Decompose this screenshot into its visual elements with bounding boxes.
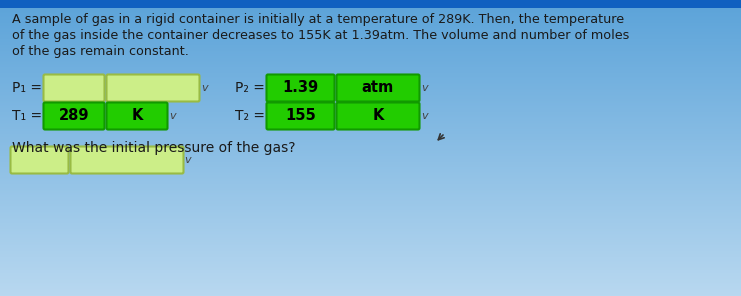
Text: What was the initial pressure of the gas?: What was the initial pressure of the gas…: [12, 141, 296, 155]
FancyBboxPatch shape: [44, 102, 104, 130]
Text: 155: 155: [285, 109, 316, 123]
Text: atm: atm: [362, 81, 394, 96]
Text: P₂ =: P₂ =: [235, 81, 265, 95]
Text: P₁ =: P₁ =: [12, 81, 42, 95]
Text: T₂ =: T₂ =: [235, 109, 265, 123]
Text: K: K: [131, 109, 143, 123]
Text: v: v: [170, 111, 176, 121]
FancyBboxPatch shape: [267, 102, 334, 130]
FancyBboxPatch shape: [336, 75, 419, 102]
FancyBboxPatch shape: [44, 75, 104, 102]
FancyBboxPatch shape: [336, 102, 419, 130]
Text: v: v: [422, 111, 428, 121]
FancyBboxPatch shape: [10, 147, 68, 173]
Text: of the gas remain constant.: of the gas remain constant.: [12, 45, 189, 58]
Text: v: v: [202, 83, 208, 93]
Text: v: v: [422, 83, 428, 93]
FancyBboxPatch shape: [267, 75, 334, 102]
Text: 289: 289: [59, 109, 89, 123]
Text: T₁ =: T₁ =: [12, 109, 42, 123]
Text: v: v: [185, 155, 191, 165]
FancyBboxPatch shape: [107, 102, 167, 130]
Text: of the gas inside the container decreases to 155K at 1.39atm. The volume and num: of the gas inside the container decrease…: [12, 29, 629, 42]
Text: 1.39: 1.39: [282, 81, 319, 96]
FancyBboxPatch shape: [70, 147, 184, 173]
Text: A sample of gas in a rigid container is initially at a temperature of 289K. Then: A sample of gas in a rigid container is …: [12, 13, 624, 26]
Text: K: K: [372, 109, 384, 123]
FancyBboxPatch shape: [107, 75, 199, 102]
Bar: [0, 0, 741, 8]
